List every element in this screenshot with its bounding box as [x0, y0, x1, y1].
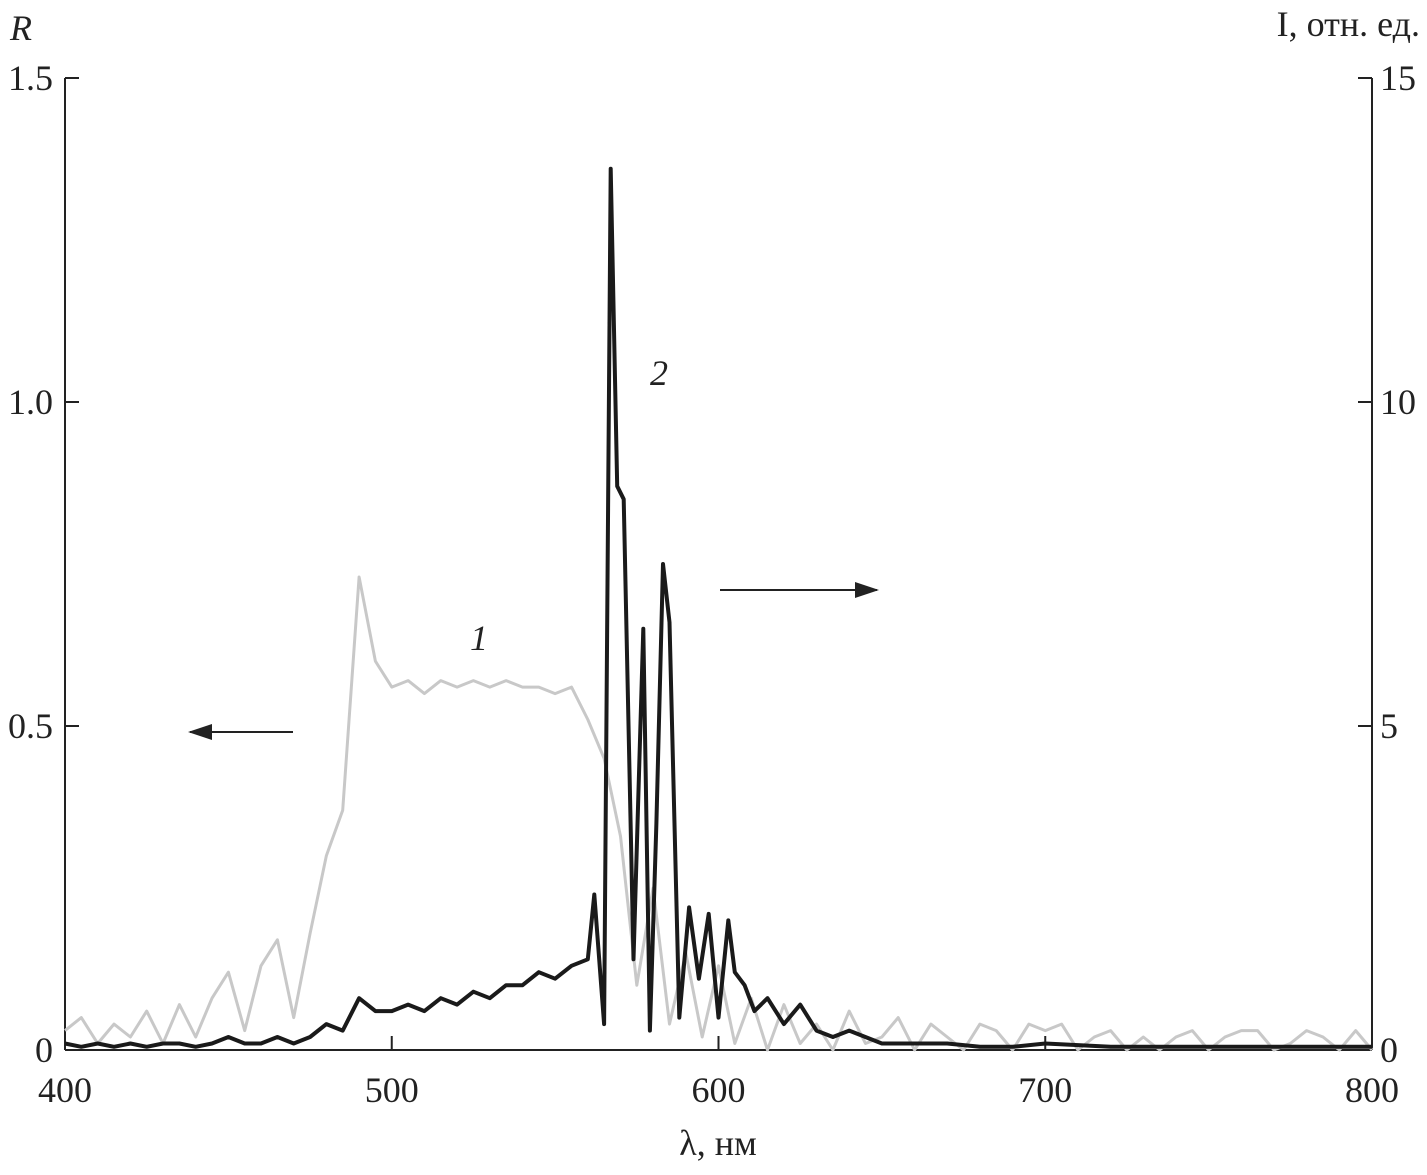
y2-label: I, отн. ед. [1277, 4, 1420, 44]
series-line [64, 575, 1374, 1052]
y-tick-label: 0 [35, 1030, 53, 1070]
y2-tick-label: 10 [1380, 382, 1416, 422]
y-tick-label: 1.5 [8, 58, 53, 98]
y-tick-label: 0.5 [8, 706, 53, 746]
series-line [64, 166, 1372, 1049]
y2-tick-label: 15 [1380, 58, 1416, 98]
x-tick-label: 400 [38, 1070, 92, 1110]
annotation: 1 [470, 618, 488, 658]
y-label: R [9, 8, 32, 48]
y2-tick-label: 0 [1380, 1030, 1398, 1070]
x-tick-label: 800 [1345, 1070, 1399, 1110]
y-tick-label: 1.0 [8, 382, 53, 422]
y2-tick-label: 5 [1380, 706, 1398, 746]
x-label: λ, нм [679, 1123, 757, 1163]
x-tick-label: 500 [365, 1070, 419, 1110]
x-tick-label: 700 [1018, 1070, 1072, 1110]
annotation: 2 [650, 353, 668, 393]
x-tick-label: 600 [692, 1070, 746, 1110]
